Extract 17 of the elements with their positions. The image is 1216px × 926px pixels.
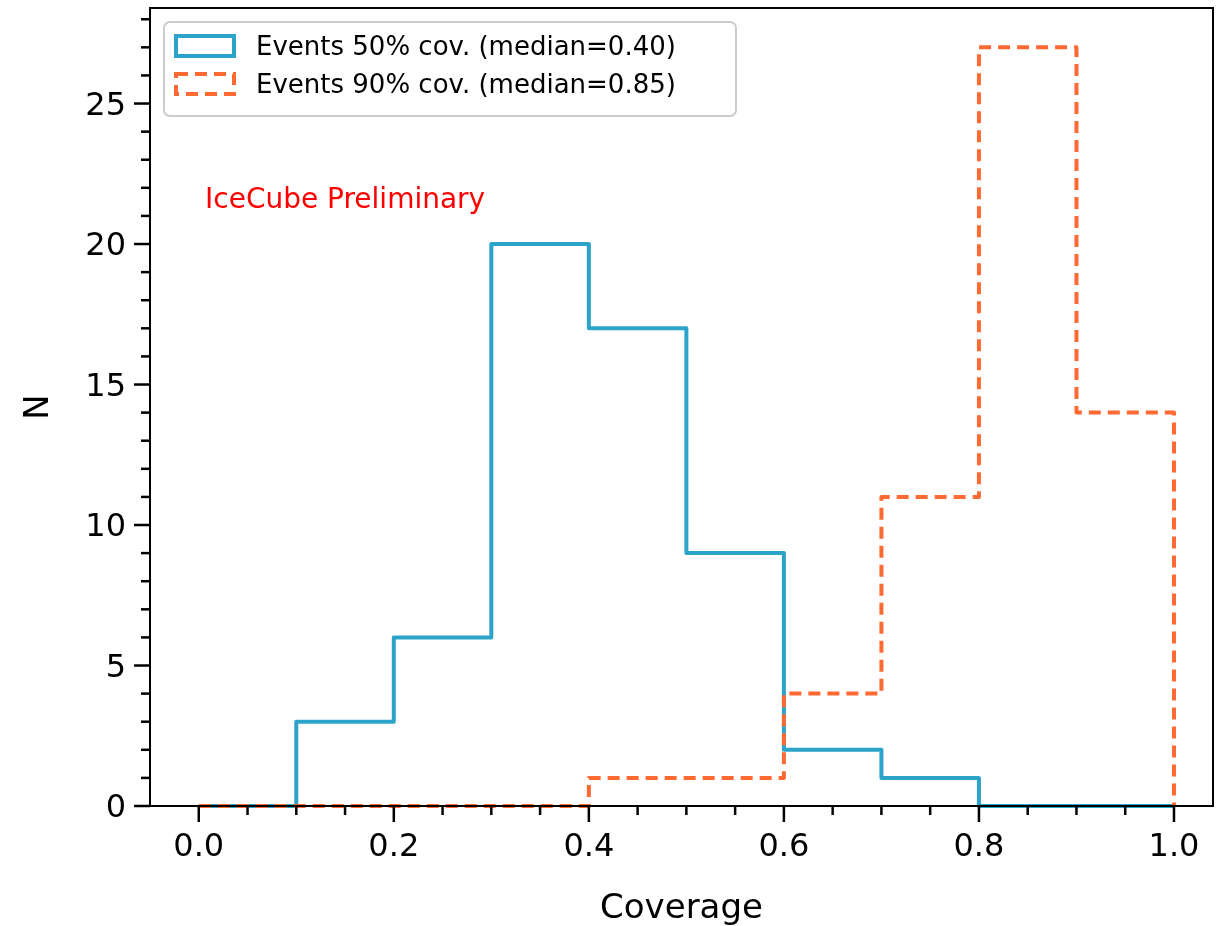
x-tick-label: 0.4 [563, 826, 615, 864]
x-axis-title: Coverage [600, 886, 763, 926]
x-tick-label: 0.0 [173, 826, 225, 864]
y-tick-label: 5 [105, 646, 126, 685]
legend-label: Events 90% cov. (median=0.85) [256, 69, 676, 100]
x-tick-label: 1.0 [1148, 826, 1200, 864]
x-tick-label: 0.6 [758, 826, 810, 864]
legend-label: Events 50% cov. (median=0.40) [256, 31, 676, 62]
x-tick-label: 0.2 [368, 826, 420, 864]
y-tick-label: 0 [105, 787, 126, 826]
y-tick-label: 20 [85, 225, 126, 264]
x-tick-label: 0.8 [953, 826, 1005, 864]
y-tick-label: 15 [85, 365, 126, 404]
y-tick-label: 25 [85, 84, 126, 123]
y-axis-title: N [16, 394, 56, 420]
annotation: IceCube Preliminary [205, 182, 486, 215]
y-tick-label: 10 [85, 506, 126, 545]
